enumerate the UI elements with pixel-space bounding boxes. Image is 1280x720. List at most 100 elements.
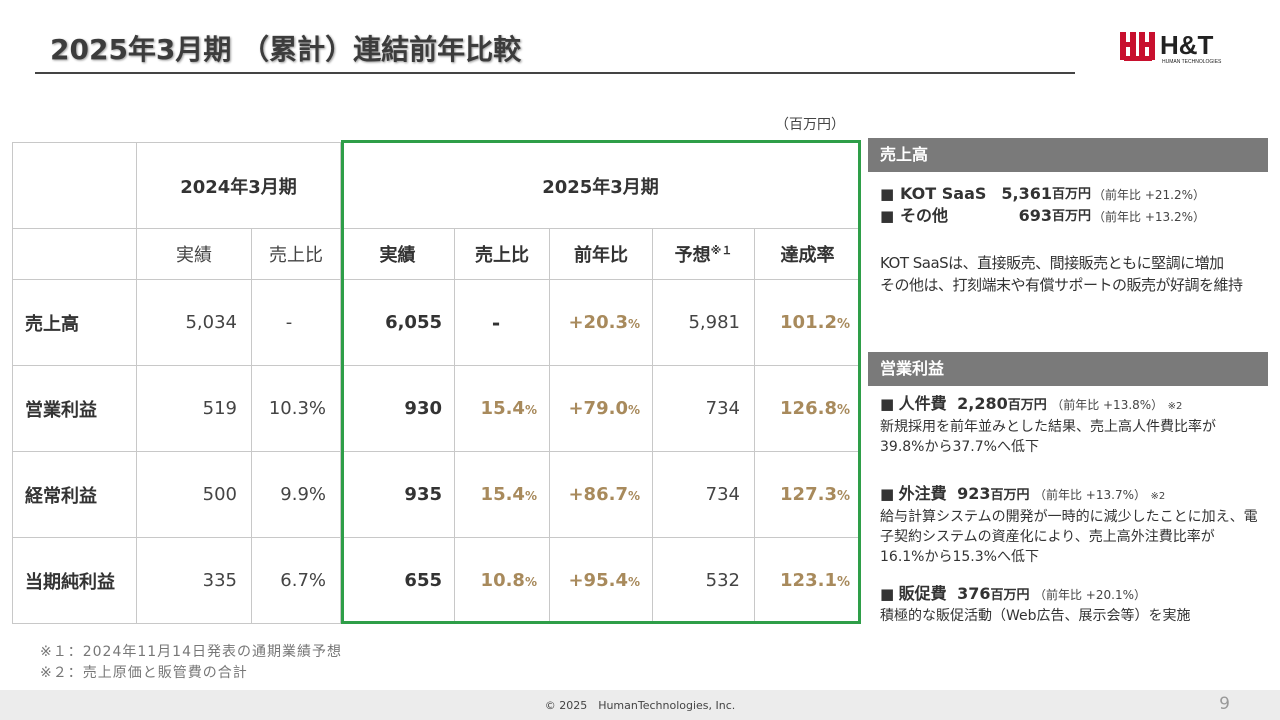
sales-item-unit: 百万円 xyxy=(1052,187,1092,202)
op-item-note: ※2 xyxy=(1150,491,1166,502)
copyright: © 2025 HumanTechnologies, Inc. xyxy=(544,699,736,712)
sales-item-yoy: （前年比 +21.2%） xyxy=(1093,188,1206,202)
yoy-value: +20.3 xyxy=(568,312,628,333)
row-label: 経常利益 xyxy=(12,451,137,538)
actual-cell: 930 xyxy=(340,365,455,452)
page-number: 9 xyxy=(1219,694,1230,714)
ratio-percent: % xyxy=(524,575,537,589)
footnote-2: ※２：売上原価と販管費の合計 xyxy=(40,665,248,681)
ratio-cell: 15.4% xyxy=(454,365,550,452)
actual-cell: 935 xyxy=(340,451,455,538)
col-header-actual-2025: 実績 xyxy=(340,228,455,280)
achievement-percent: % xyxy=(836,403,850,418)
prev-ratio-cell: - xyxy=(251,279,341,366)
op-item-unit: 百万円 xyxy=(1007,398,1047,413)
table-row: 経常利益 500 9.9% 935 15.4% +86.7% 734 127.3… xyxy=(12,451,861,538)
company-logo: H&T HUMAN TECHNOLOGIES xyxy=(1120,26,1240,66)
op-item-desc-line: 給与計算システムの開発が一時的に減少したことに加え、電 xyxy=(880,509,1258,525)
op-item-name: 外注費 xyxy=(898,484,947,503)
yoy-cell: +95.4% xyxy=(549,537,653,624)
col-header-yoy: 前年比 xyxy=(549,228,653,280)
prev-actual-cell: 500 xyxy=(136,451,252,538)
yoy-percent: % xyxy=(627,489,640,503)
year-header-2024: 2024年3月期 xyxy=(136,142,341,229)
sales-item-value: 5,361 xyxy=(1001,184,1052,203)
prev-ratio-cell: 6.7% xyxy=(251,537,341,624)
bullet: ■ xyxy=(880,585,895,603)
footnote-1: ※１：2024年11月14日発表の通期業績予想 xyxy=(40,644,342,660)
footnotes: ※１：2024年11月14日発表の通期業績予想 ※２：売上原価と販管費の合計 xyxy=(40,642,342,684)
achievement-value: 101.2 xyxy=(780,312,837,333)
ratio-value: 15.4 xyxy=(480,398,525,419)
forecast-label: 予想 xyxy=(674,245,711,266)
svg-text:H&T: H&T xyxy=(1160,30,1214,60)
op-item-name: 販促費 xyxy=(898,584,947,603)
financial-table: 2024年3月期 2025年3月期 実績 売上比 実績 売上比 前年比 予想※１… xyxy=(12,142,861,624)
sales-item-yoy: （前年比 +13.2%） xyxy=(1093,210,1206,224)
yoy-percent: % xyxy=(627,575,640,589)
achievement-percent: % xyxy=(836,489,850,504)
title-divider xyxy=(35,72,1075,74)
sales-panel-header: 売上高 xyxy=(868,138,1268,172)
op-item-value: 923 xyxy=(957,484,991,503)
forecast-cell: 734 xyxy=(652,451,755,538)
col-header-forecast: 予想※１ xyxy=(652,228,755,280)
sales-desc-line: その他は、打刻端末や有償サポートの販売が好調を維持 xyxy=(880,276,1243,294)
sales-desc-line: KOT SaaSは、直接販売、間接販売ともに堅調に増加 xyxy=(880,254,1224,272)
row-label: 営業利益 xyxy=(12,365,137,452)
yoy-value: +95.4 xyxy=(568,570,628,591)
sales-item-value: 693 xyxy=(1018,206,1052,225)
bullet: ■ xyxy=(880,395,895,413)
sales-item-name: KOT SaaS xyxy=(900,184,987,203)
ratio-cell: 10.8% xyxy=(454,537,550,624)
achievement-value: 123.1 xyxy=(780,570,837,591)
op-item-promotion: ■ 販促費 376百万円 （前年比 +20.1%） 積極的な販促活動（Web広告… xyxy=(880,584,1191,626)
col-header-actual-2024: 実績 xyxy=(136,228,252,280)
actual-cell: 655 xyxy=(340,537,455,624)
yoy-percent: % xyxy=(627,403,640,417)
achievement-percent: % xyxy=(836,317,850,332)
op-item-name: 人件費 xyxy=(898,394,947,413)
prev-actual-cell: 335 xyxy=(136,537,252,624)
row-label: 売上高 xyxy=(12,279,137,366)
op-item-unit: 百万円 xyxy=(990,488,1030,503)
op-item-outsourcing: ■ 外注費 923百万円 （前年比 +13.7%） ※2 給与計算システムの開発… xyxy=(880,484,1258,567)
unit-label: （百万円） xyxy=(775,117,845,133)
achievement-value: 126.8 xyxy=(780,398,837,419)
achievement-cell: 127.3% xyxy=(754,451,861,538)
page-title: 2025年3月期 （累計）連結前年比較 xyxy=(50,33,522,66)
bullet: ■ xyxy=(880,485,895,503)
op-item-desc-line: 積極的な販促活動（Web広告、展示会等）を実施 xyxy=(880,608,1191,624)
sales-item-other: ■ その他 693 百万円 （前年比 +13.2%） xyxy=(880,206,1205,228)
col-header-ratio-2024: 売上比 xyxy=(251,228,341,280)
col-header-achievement: 達成率 xyxy=(754,228,861,280)
sales-panel-description: KOT SaaSは、直接販売、間接販売ともに堅調に増加 その他は、打刻端末や有償… xyxy=(880,252,1243,296)
achievement-value: 127.3 xyxy=(780,484,837,505)
ratio-percent: % xyxy=(524,403,537,417)
yoy-cell: +79.0% xyxy=(549,365,653,452)
sales-panel-items: ■ KOT SaaS 5,361 百万円 （前年比 +21.2%） ■ その他 … xyxy=(880,184,1205,228)
forecast-cell: 734 xyxy=(652,365,755,452)
op-item-value: 376 xyxy=(957,584,991,603)
table-row: 当期純利益 335 6.7% 655 10.8% +95.4% 532 123.… xyxy=(12,537,861,624)
op-item-desc-line: 16.1%から15.3%へ低下 xyxy=(880,549,1039,565)
ratio-cell: - xyxy=(454,279,550,366)
bullet: ■ xyxy=(880,207,895,225)
col-header-ratio-2025: 売上比 xyxy=(454,228,550,280)
achievement-cell: 126.8% xyxy=(754,365,861,452)
op-item-yoy: （前年比 +13.7%） xyxy=(1033,488,1146,502)
sales-item-kot: ■ KOT SaaS 5,361 百万円 （前年比 +21.2%） xyxy=(880,184,1205,206)
op-item-desc-line: 新規採用を前年並みとした結果、売上高人件費比率が xyxy=(880,419,1216,435)
op-item-yoy: （前年比 +13.8%） xyxy=(1051,398,1164,412)
ratio-percent: % xyxy=(524,489,537,503)
prev-actual-cell: 519 xyxy=(136,365,252,452)
achievement-cell: 123.1% xyxy=(754,537,861,624)
svg-text:HUMAN TECHNOLOGIES: HUMAN TECHNOLOGIES xyxy=(1162,59,1222,65)
actual-cell: 6,055 xyxy=(340,279,455,366)
op-item-value: 2,280 xyxy=(957,394,1008,413)
yoy-percent: % xyxy=(627,317,640,331)
op-item-personnel: ■ 人件費 2,280百万円 （前年比 +13.8%） ※2 新規採用を前年並み… xyxy=(880,394,1216,457)
year-header-2025: 2025年3月期 xyxy=(340,142,861,229)
op-item-desc-line: 39.8%から37.7%へ低下 xyxy=(880,439,1039,455)
yoy-value: +86.7 xyxy=(568,484,628,505)
